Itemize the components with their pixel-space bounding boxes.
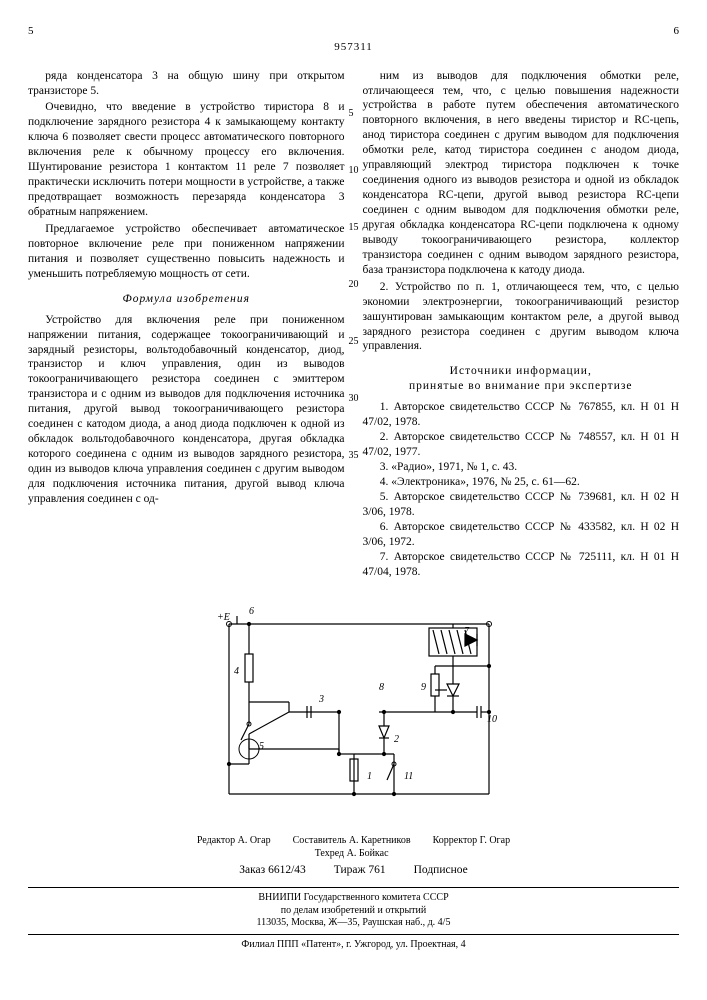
references-list: 1. Авторское свидетельство СССР № 767855… — [363, 400, 680, 579]
svg-text:2: 2 — [394, 734, 399, 745]
svg-text:5: 5 — [259, 741, 264, 752]
page-numbers-row: 5 6 — [28, 24, 679, 38]
imprint-l1: ВНИИПИ Государственного комитета СССР — [28, 892, 679, 905]
subscription: Подписное — [414, 863, 468, 878]
svg-text:11: 11 — [404, 771, 413, 782]
ref-3: 3. «Радио», 1971, № 1, с. 43. — [363, 460, 680, 475]
left-p4: Устройство для включения реле при пониже… — [28, 313, 345, 507]
corrector: Корректор Г. Огар — [433, 834, 511, 860]
imprint-l3: 113035, Москва, Ж—35, Раушская наб., д. … — [28, 917, 679, 930]
right-p2: 2. Устройство по п. 1, отличающееся тем,… — [363, 280, 680, 355]
ref-7: 7. Авторское свидетельство СССР № 725111… — [363, 550, 680, 580]
margin-line-numbers: 5 10 15 20 25 30 35 — [349, 69, 359, 462]
circuit-diagram: +E6743892511110 — [189, 594, 519, 824]
ref-2: 2. Авторское свидетельство СССР № 748557… — [363, 430, 680, 460]
techred: Техред А. Бойкас — [315, 848, 389, 859]
credits-row: Редактор А. Огар Составитель А. Каретник… — [28, 834, 679, 860]
ref-4: 4. «Электроника», 1976, № 25, с. 61—62. — [363, 475, 680, 490]
imprint-block: ВНИИПИ Государственного комитета СССР по… — [28, 887, 679, 951]
text-columns: ряда конденсатора 3 на общую шину при от… — [28, 69, 679, 580]
left-column: ряда конденсатора 3 на общую шину при от… — [28, 69, 345, 580]
left-p2: Очевидно, что введение в устройство тири… — [28, 100, 345, 220]
ref-1: 1. Авторское свидетельство СССР № 767855… — [363, 400, 680, 430]
svg-text:+E: +E — [217, 612, 230, 623]
refs-title: Источники информации, принятые во вниман… — [363, 364, 680, 394]
left-p1: ряда конденсатора 3 на общую шину при от… — [28, 69, 345, 99]
order-row: Заказ 6612/43 Тираж 761 Подписное — [28, 863, 679, 878]
formula-title: Формула изобретения — [28, 292, 345, 307]
circulation: Тираж 761 — [334, 863, 386, 878]
page-left: 5 — [28, 24, 34, 38]
imprint-l2: по делам изобретений и открытий — [28, 905, 679, 918]
svg-text:4: 4 — [234, 666, 239, 677]
svg-text:8: 8 — [379, 682, 384, 693]
ref-6: 6. Авторское свидетельство СССР № 433582… — [363, 520, 680, 550]
document-number: 957311 — [28, 40, 679, 54]
right-p1: ним из выводов для подключения обмотки р… — [363, 69, 680, 278]
svg-text:9: 9 — [421, 682, 426, 693]
ref-5: 5. Авторское свидетельство СССР № 739681… — [363, 490, 680, 520]
page-right: 6 — [674, 24, 680, 38]
editor: Редактор А. Огар — [197, 834, 271, 860]
svg-text:10: 10 — [487, 714, 497, 725]
right-column: 5 10 15 20 25 30 35 ним из выводов для п… — [363, 69, 680, 580]
svg-text:1: 1 — [367, 771, 372, 782]
compiler: Составитель А. Каретников — [293, 835, 411, 846]
svg-text:3: 3 — [318, 694, 324, 705]
imprint-l4: Филиал ППП «Патент», г. Ужгород, ул. Про… — [28, 939, 679, 952]
left-p3: Предлагаемое устройство обеспечивает авт… — [28, 222, 345, 282]
svg-text:6: 6 — [249, 606, 254, 617]
order: Заказ 6612/43 — [239, 863, 306, 878]
